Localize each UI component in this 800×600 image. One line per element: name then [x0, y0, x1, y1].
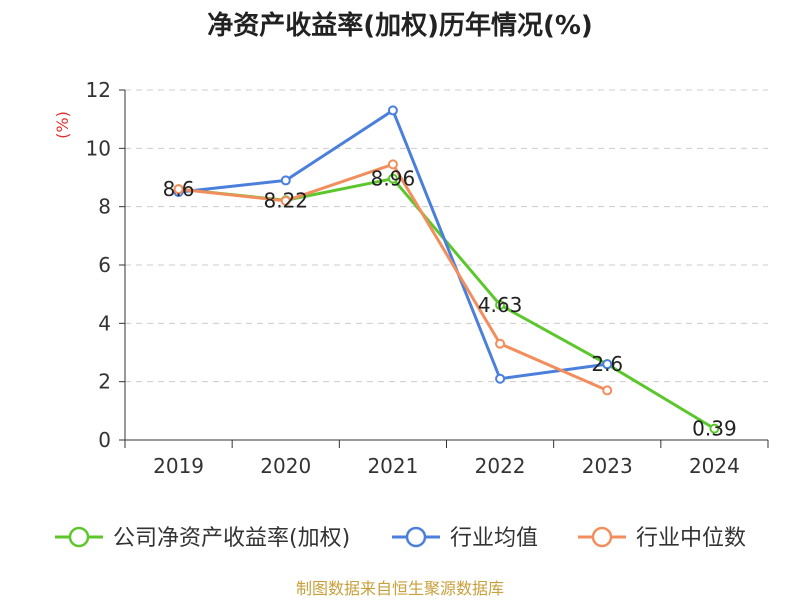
x-tick-label: 2023: [582, 454, 633, 478]
chart-title: 净资产收益率(加权)历年情况(%): [207, 10, 593, 41]
y-tick-label: 4: [98, 311, 111, 335]
data-label: 8.22: [263, 188, 308, 212]
series-line-2: [178, 162, 608, 392]
data-point-0: [387, 173, 398, 184]
x-tick-label: 2024: [689, 454, 740, 478]
axes: 0 2 4 6 8 10 12 2019 2020 2021 2022 2023 2024: [86, 78, 769, 478]
data-point-0: [709, 423, 720, 434]
data-labels: 8.6 8.22 8.96 4.63 2.6 0.39: [163, 167, 737, 441]
x-tick-label: 2019: [153, 454, 204, 478]
legend-label[interactable]: 行业中位数: [636, 526, 746, 551]
legend-label[interactable]: 行业均值: [450, 526, 538, 551]
legend: 公司净资产收益率(加权) 行业均值 行业中位数: [55, 526, 746, 551]
legend-swatch-marker: [591, 526, 613, 548]
y-tick-label: 12: [86, 78, 111, 102]
data-label: 0.39: [692, 417, 737, 441]
x-tick-label: 2021: [367, 454, 418, 478]
y-tick-label: 8: [98, 195, 111, 219]
data-point-2: [173, 184, 184, 195]
data-label: 4.63: [478, 293, 523, 317]
y-axis-label: (%): [53, 111, 72, 139]
series-line-1: [178, 108, 608, 381]
data-point-1: [387, 105, 398, 116]
y-tick-label: 0: [98, 428, 111, 452]
data-point-2: [495, 338, 506, 349]
data-label: 8.96: [371, 167, 416, 191]
data-label: 8.6: [163, 177, 195, 201]
series: [173, 105, 720, 434]
legend-swatch-marker: [68, 526, 90, 548]
y-tick-label: 6: [98, 253, 111, 277]
y-tick-label: 2: [98, 370, 111, 394]
data-point-2: [280, 195, 291, 206]
series-line-0: [178, 177, 716, 430]
data-point-2: [602, 385, 613, 396]
source-note: 制图数据来自恒生聚源数据库: [296, 579, 504, 598]
y-tick-label: 10: [86, 136, 111, 160]
data-point-0: [495, 299, 506, 310]
x-tick-label: 2022: [475, 454, 526, 478]
data-point-2: [387, 159, 398, 170]
legend-swatch-marker: [405, 526, 427, 548]
data-point-1: [495, 373, 506, 384]
legend-label[interactable]: 公司净资产收益率(加权): [113, 526, 350, 551]
grid: [125, 89, 768, 383]
data-label: 2.6: [591, 352, 623, 376]
data-point-1: [602, 359, 613, 370]
x-tick-label: 2020: [260, 454, 311, 478]
data-point-1: [280, 175, 291, 186]
